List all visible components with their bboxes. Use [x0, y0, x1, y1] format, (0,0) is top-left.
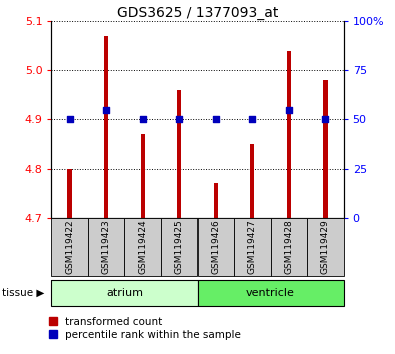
- Bar: [323, 80, 327, 218]
- Text: GSM119429: GSM119429: [321, 219, 330, 274]
- Bar: [51, 280, 198, 306]
- Bar: [51, 218, 88, 276]
- Bar: [198, 280, 344, 306]
- Point: [322, 116, 329, 122]
- Bar: [307, 218, 344, 276]
- Bar: [271, 218, 307, 276]
- Point: [249, 116, 256, 122]
- Bar: [124, 218, 161, 276]
- Text: ventricle: ventricle: [246, 288, 295, 298]
- Bar: [177, 90, 181, 218]
- Text: GSM119423: GSM119423: [102, 219, 111, 274]
- Bar: [141, 134, 145, 218]
- Text: GSM119426: GSM119426: [211, 219, 220, 274]
- Bar: [250, 144, 254, 218]
- Point: [103, 107, 109, 113]
- Bar: [161, 218, 198, 276]
- Bar: [214, 183, 218, 218]
- Text: GSM119427: GSM119427: [248, 219, 257, 274]
- Text: GSM119428: GSM119428: [284, 219, 293, 274]
- Text: GSM119425: GSM119425: [175, 219, 184, 274]
- Text: tissue ▶: tissue ▶: [2, 288, 44, 298]
- Text: atrium: atrium: [106, 288, 143, 298]
- Bar: [198, 218, 234, 276]
- Point: [286, 107, 292, 113]
- Text: GSM119424: GSM119424: [138, 219, 147, 274]
- Point: [213, 116, 219, 122]
- Text: GSM119422: GSM119422: [65, 219, 74, 274]
- Bar: [88, 218, 124, 276]
- Point: [66, 116, 73, 122]
- Bar: [234, 218, 271, 276]
- Legend: transformed count, percentile rank within the sample: transformed count, percentile rank withi…: [49, 317, 241, 340]
- Title: GDS3625 / 1377093_at: GDS3625 / 1377093_at: [117, 6, 278, 20]
- Bar: [287, 51, 291, 218]
- Bar: [68, 169, 72, 218]
- Point: [176, 116, 182, 122]
- Bar: [104, 36, 108, 218]
- Point: [139, 116, 146, 122]
